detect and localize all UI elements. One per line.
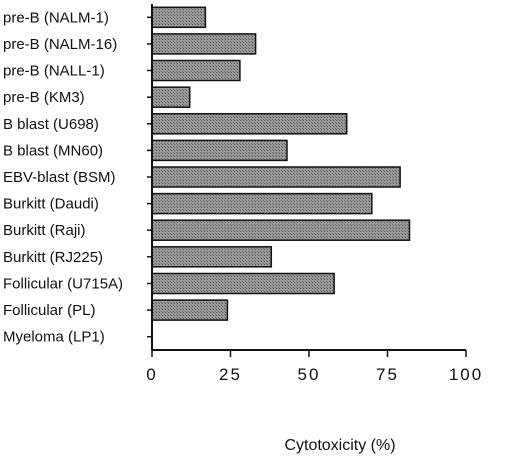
category-label-12: Myeloma (LP1) xyxy=(3,329,105,346)
category-label-3: pre-B (KM3) xyxy=(3,89,85,106)
category-label-9: Burkitt (RJ225) xyxy=(3,249,103,266)
x-tick-label-2: 50 xyxy=(298,365,321,384)
category-labels: pre-B (NALM-1) pre-B (NALM-16) pre-B (NALL… xyxy=(3,9,152,346)
x-axis-label: Cytotoxicity (%) xyxy=(284,437,395,454)
bar-0 xyxy=(151,6,207,29)
bar-11 xyxy=(151,299,229,321)
bar-10 xyxy=(151,272,335,295)
bar-9 xyxy=(151,246,273,268)
x-tick-label-0: 0 xyxy=(146,365,157,384)
category-label-4: B blast (U698) xyxy=(3,116,99,133)
category-label-8: Burkitt (Raji) xyxy=(3,222,86,239)
bar-7 xyxy=(151,192,373,215)
bar-3 xyxy=(151,86,191,108)
bar-4 xyxy=(151,113,348,135)
category-label-11: Follicular (PL) xyxy=(3,302,96,319)
category-label-5: B blast (MN60) xyxy=(3,142,103,159)
bar-8 xyxy=(151,219,411,241)
category-label-2: pre-B (NALL-1) xyxy=(3,63,105,80)
category-label-7: Burkitt (Daudi) xyxy=(3,196,99,213)
x-tick-label-1: 25 xyxy=(219,365,242,384)
bar-5 xyxy=(151,139,288,162)
x-tick-label-3: 75 xyxy=(376,365,399,384)
x-ticks: 0 25 50 75 100 xyxy=(146,350,483,384)
category-label-10: Follicular (U715A) xyxy=(3,276,123,293)
x-tick-label-4: 100 xyxy=(449,365,483,384)
bar-2 xyxy=(151,59,241,82)
bar-6 xyxy=(151,166,401,188)
category-label-6: EBV-blast (BSM) xyxy=(3,169,116,186)
category-label-0: pre-B (NALM-1) xyxy=(3,9,109,26)
bars-layer xyxy=(151,6,411,321)
bar-1 xyxy=(151,33,257,55)
category-label-1: pre-B (NALM-16) xyxy=(3,36,117,53)
